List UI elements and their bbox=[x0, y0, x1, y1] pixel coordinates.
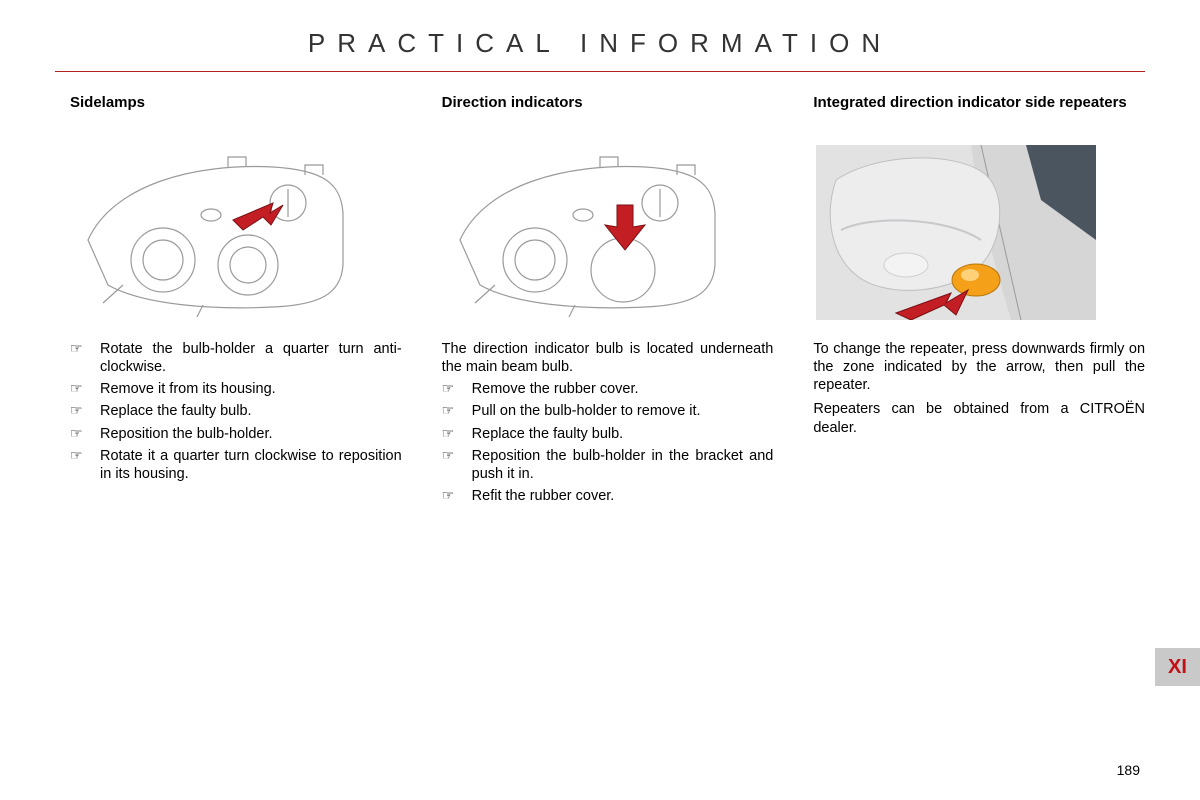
direction-figure bbox=[445, 145, 725, 320]
repeaters-diagram bbox=[816, 145, 1096, 320]
list-item: Rotate it a quarter turn clockwise to re… bbox=[70, 447, 402, 483]
direction-title: Direction indicators bbox=[442, 94, 774, 130]
content-area: Sidelamps bbox=[0, 72, 1200, 509]
col-direction: Direction indicators The bbox=[442, 94, 774, 509]
direction-intro: The direction indicator bulb is located … bbox=[442, 340, 774, 376]
sidelamps-figure bbox=[73, 145, 353, 320]
sidelamps-diagram bbox=[73, 145, 353, 320]
direction-diagram bbox=[445, 145, 725, 320]
list-item: Replace the faulty bulb. bbox=[442, 425, 774, 443]
arrow-icon bbox=[605, 205, 645, 250]
sidelamps-list: Rotate the bulb-holder a quarter turn an… bbox=[70, 340, 402, 483]
col-sidelamps: Sidelamps bbox=[70, 94, 402, 509]
arrow-icon bbox=[233, 203, 283, 230]
repeaters-title: Integrated direction indicator side repe… bbox=[813, 94, 1145, 130]
section-tab: XI bbox=[1155, 648, 1200, 686]
list-item: Remove it from its housing. bbox=[70, 380, 402, 398]
list-item: Rotate the bulb-holder a quarter turn an… bbox=[70, 340, 402, 376]
repeaters-para-1: To change the repeater, press downwards … bbox=[813, 340, 1145, 394]
list-item: Reposition the bulb-holder. bbox=[70, 425, 402, 443]
list-item: Remove the rubber cover. bbox=[442, 380, 774, 398]
repeater-lens bbox=[952, 264, 1000, 296]
repeaters-figure bbox=[816, 145, 1096, 320]
list-item: Pull on the bulb-holder to remove it. bbox=[442, 402, 774, 420]
repeaters-para-2: Repeaters can be obtained from a CITROËN… bbox=[813, 400, 1145, 436]
list-item: Reposition the bulb-holder in the bracke… bbox=[442, 447, 774, 483]
direction-list: Remove the rubber cover. Pull on the bul… bbox=[442, 380, 774, 505]
page-title: PRACTICAL INFORMATION bbox=[0, 28, 1200, 59]
page-number: 189 bbox=[1117, 762, 1140, 778]
list-item: Refit the rubber cover. bbox=[442, 487, 774, 505]
sidelamps-title: Sidelamps bbox=[70, 94, 402, 130]
page-header: PRACTICAL INFORMATION bbox=[0, 0, 1200, 71]
col-repeaters: Integrated direction indicator side repe… bbox=[813, 94, 1145, 509]
list-item: Replace the faulty bulb. bbox=[70, 402, 402, 420]
